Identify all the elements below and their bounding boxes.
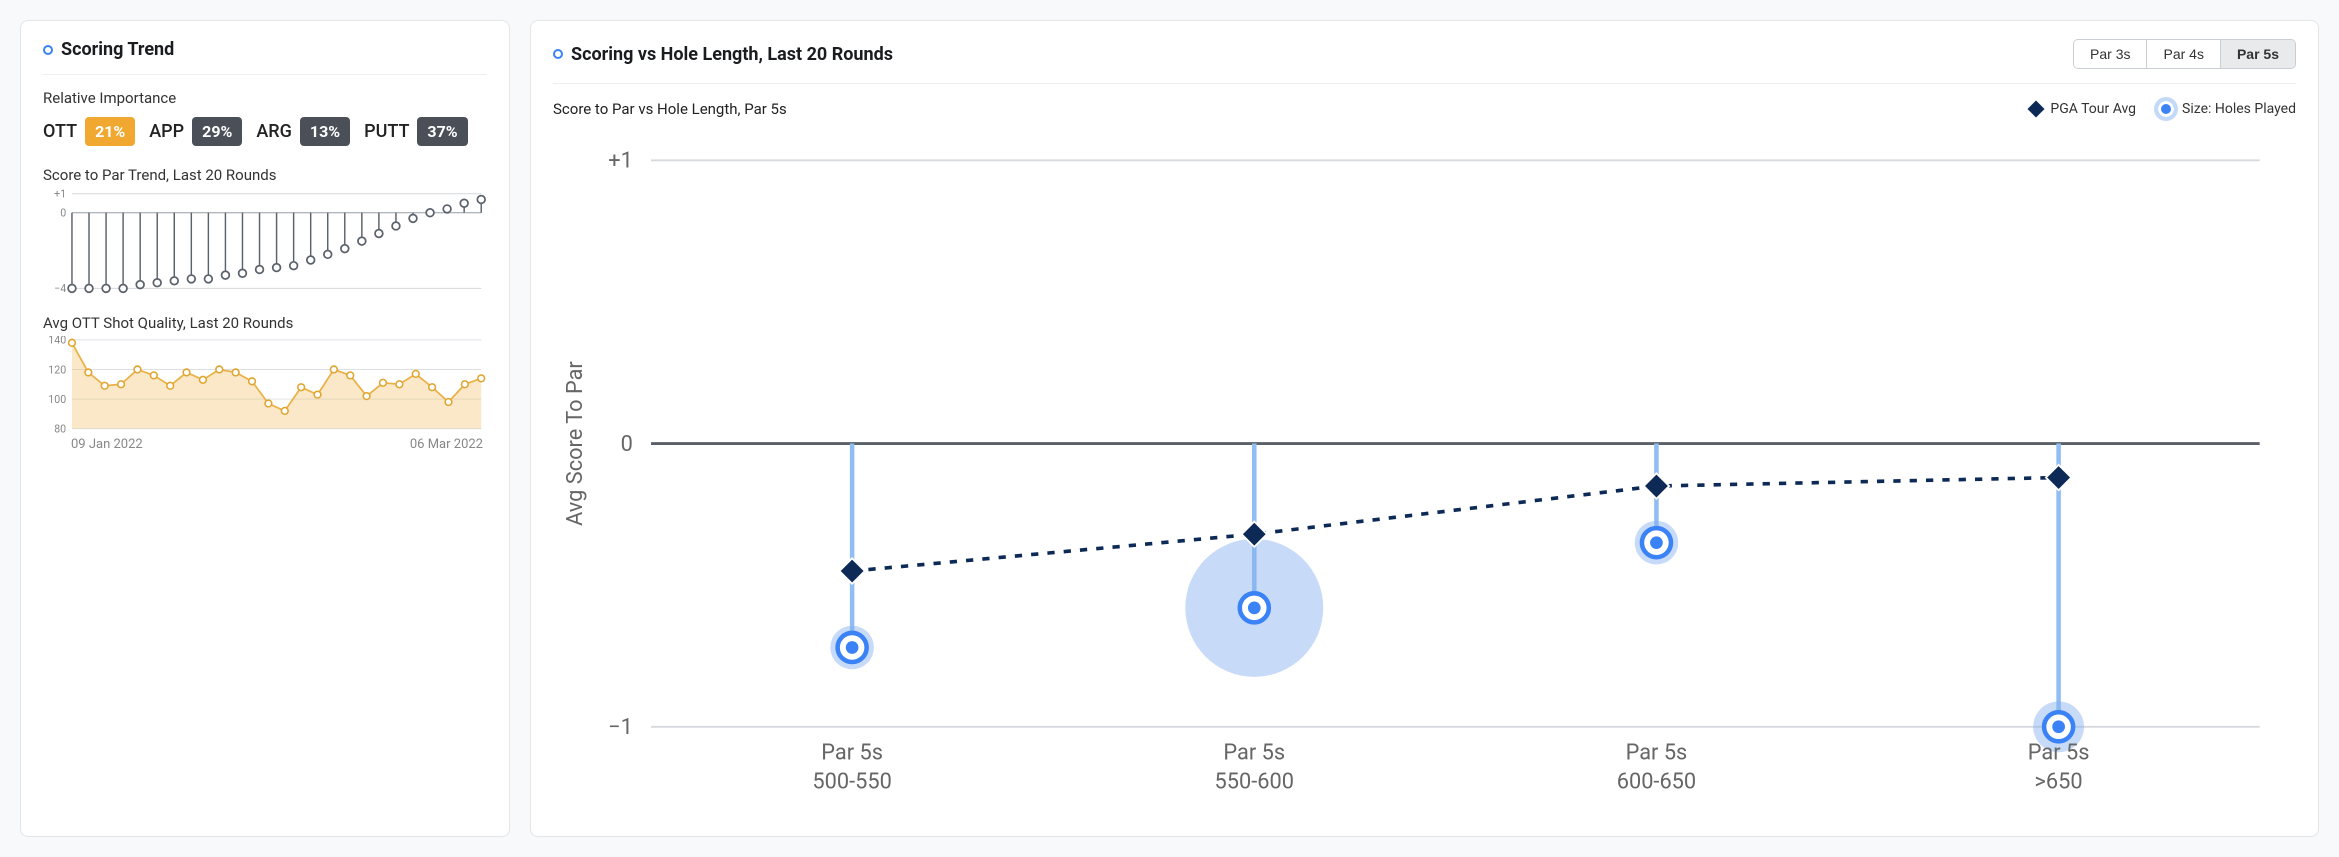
date-end: 06 Mar 2022 bbox=[410, 437, 483, 452]
hole-length-title-text: Scoring vs Hole Length, Last 20 Rounds bbox=[571, 44, 893, 65]
diamond-icon bbox=[2028, 101, 2045, 118]
date-start: 09 Jan 2022 bbox=[71, 437, 143, 452]
hole-length-subtitle: Score to Par vs Hole Length, Par 5s bbox=[553, 100, 787, 118]
legend-size: Size: Holes Played bbox=[2158, 101, 2296, 117]
svg-text:Avg Score To Par: Avg Score To Par bbox=[563, 361, 588, 526]
relative-importance-label: Relative Importance bbox=[43, 89, 487, 107]
svg-text:0: 0 bbox=[60, 207, 66, 220]
ott-chart-title: Avg OTT Shot Quality, Last 20 Rounds bbox=[43, 314, 487, 332]
svg-text:600-650: 600-650 bbox=[1617, 770, 1696, 795]
legend-size-label: Size: Holes Played bbox=[2182, 101, 2296, 117]
date-range: 09 Jan 2022 06 Mar 2022 bbox=[43, 433, 487, 452]
svg-text:Par 5s: Par 5s bbox=[1626, 740, 1688, 765]
importance-item-app[interactable]: APP 29% bbox=[149, 117, 242, 146]
circle-icon bbox=[2158, 101, 2174, 117]
svg-text:140: 140 bbox=[48, 336, 66, 347]
par-tabs: Par 3sPar 4sPar 5s bbox=[2073, 39, 2296, 69]
scoring-trend-card: Scoring Trend Relative Importance OTT 21%… bbox=[20, 20, 510, 837]
importance-badge: 37% bbox=[417, 117, 467, 146]
svg-text:80: 80 bbox=[54, 423, 66, 433]
chart-legend: PGA Tour Avg Size: Holes Played bbox=[2030, 101, 2296, 117]
relative-importance-row: OTT 21% APP 29% ARG 13% PUTT 37% bbox=[43, 117, 487, 146]
scoring-trend-title: Scoring Trend bbox=[43, 39, 174, 60]
svg-text:500-550: 500-550 bbox=[812, 770, 891, 795]
svg-text:550-600: 550-600 bbox=[1215, 770, 1294, 795]
svg-text:Par 5s: Par 5s bbox=[2028, 740, 2090, 765]
importance-badge: 13% bbox=[300, 117, 350, 146]
scoring-trend-title-text: Scoring Trend bbox=[61, 39, 174, 60]
tab-par-3s[interactable]: Par 3s bbox=[2074, 40, 2147, 68]
svg-text:120: 120 bbox=[48, 363, 66, 376]
tab-par-5s[interactable]: Par 5s bbox=[2221, 40, 2295, 68]
legend-pga: PGA Tour Avg bbox=[2030, 101, 2136, 117]
svg-text:0: 0 bbox=[621, 432, 633, 457]
importance-label: OTT bbox=[43, 121, 77, 142]
importance-label: APP bbox=[149, 121, 184, 142]
importance-label: PUTT bbox=[364, 121, 409, 142]
hole-length-card: Scoring vs Hole Length, Last 20 Rounds P… bbox=[530, 20, 2319, 837]
svg-text:Par 5s: Par 5s bbox=[1223, 740, 1285, 765]
importance-item-ott[interactable]: OTT 21% bbox=[43, 117, 135, 146]
tab-par-4s[interactable]: Par 4s bbox=[2147, 40, 2220, 68]
importance-badge: 29% bbox=[192, 117, 242, 146]
hole-length-chart: +1 0 −1 Avg Score To Par Par 5s 500-550 Par 5s… bbox=[553, 124, 2296, 814]
svg-text:100: 100 bbox=[48, 393, 66, 406]
importance-item-arg[interactable]: ARG 13% bbox=[256, 117, 350, 146]
svg-text:>650: >650 bbox=[2035, 770, 2083, 795]
legend-pga-label: PGA Tour Avg bbox=[2050, 101, 2136, 117]
importance-label: ARG bbox=[256, 121, 292, 142]
svg-text:Par 5s: Par 5s bbox=[821, 740, 883, 765]
importance-badge: 21% bbox=[85, 117, 135, 146]
trend-chart: +1 0 −4 bbox=[43, 188, 487, 294]
bullet-icon bbox=[43, 45, 53, 55]
svg-text:+1: +1 bbox=[608, 149, 633, 174]
svg-text:−1: −1 bbox=[608, 715, 633, 740]
hole-length-title: Scoring vs Hole Length, Last 20 Rounds bbox=[553, 44, 893, 65]
bullet-icon bbox=[553, 49, 563, 59]
trend-chart-title: Score to Par Trend, Last 20 Rounds bbox=[43, 166, 487, 184]
importance-item-putt[interactable]: PUTT 37% bbox=[364, 117, 468, 146]
svg-text:−4: −4 bbox=[54, 282, 66, 294]
ott-chart: 140 120 100 80 bbox=[43, 336, 487, 433]
svg-text:+1: +1 bbox=[54, 188, 66, 201]
